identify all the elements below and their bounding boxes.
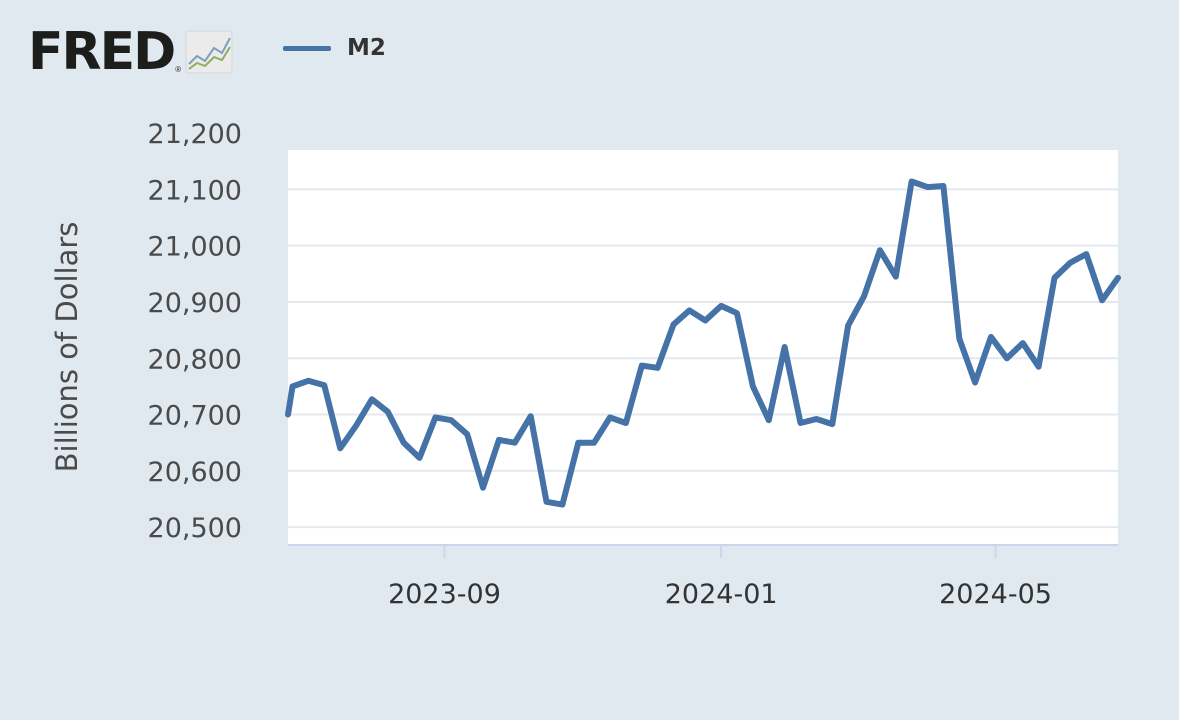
gridlines bbox=[288, 188, 1118, 529]
y-tick-label: 20,500 bbox=[148, 513, 242, 544]
y-tick-label: 20,800 bbox=[148, 344, 242, 375]
y-tick-label: 20,700 bbox=[148, 401, 242, 432]
legend-label-m2: M2 bbox=[347, 35, 386, 61]
x-tick-label: 2023-09 bbox=[388, 579, 501, 610]
legend-swatch bbox=[283, 45, 331, 51]
series-line-m2[interactable] bbox=[285, 178, 1121, 508]
fred-logo[interactable]: FRED ® bbox=[28, 26, 233, 78]
plot-area bbox=[288, 150, 1118, 544]
x-tick-label: 2024-05 bbox=[939, 579, 1052, 610]
y-axis-ticks: 20,500 20,600 20,700 20,800 20,900 21,000 21,1… bbox=[148, 119, 242, 544]
registered-mark: ® bbox=[175, 65, 182, 74]
x-tick-label: 2024-01 bbox=[665, 579, 778, 610]
y-axis-title: Billions of Dollars bbox=[50, 222, 84, 473]
line-chart-icon bbox=[185, 30, 233, 74]
y-tick-label: 20,900 bbox=[148, 288, 242, 319]
y-tick-label: 20,600 bbox=[148, 457, 242, 488]
chart-legend[interactable]: M2 bbox=[283, 33, 386, 63]
fred-logo-text: FRED bbox=[28, 22, 176, 82]
y-tick-label: 21,200 bbox=[148, 119, 242, 150]
y-tick-label: 21,000 bbox=[148, 232, 242, 263]
x-axis-ticks: 2023-09 2024-01 2024-05 bbox=[388, 545, 1052, 610]
y-tick-label: 21,100 bbox=[148, 175, 242, 206]
